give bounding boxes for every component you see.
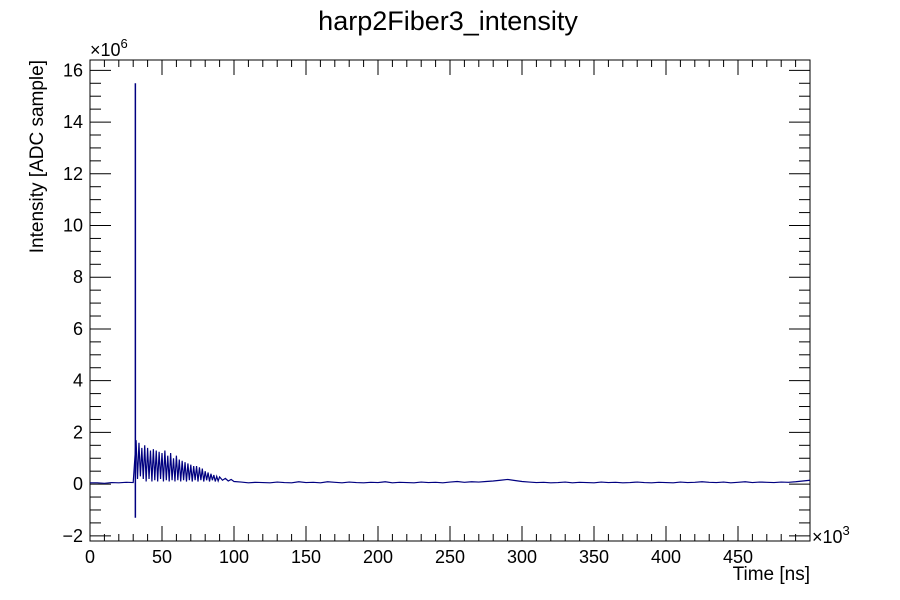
y-tick-label: 16 <box>63 60 83 80</box>
x-tick-label: 300 <box>507 547 537 567</box>
y-multiplier: ×106 <box>90 36 128 60</box>
x-axis-label: Time [ns] <box>733 564 810 585</box>
x-multiplier: ×103 <box>812 523 850 547</box>
y-tick-label: 0 <box>73 474 83 494</box>
x-tick-label: 0 <box>85 547 95 567</box>
y-tick-label: 12 <box>63 164 83 184</box>
y-tick-label: 6 <box>73 319 83 339</box>
x-tick-label: 150 <box>291 547 321 567</box>
y-tick-label: 2 <box>73 422 83 442</box>
x-tick-label: 350 <box>579 547 609 567</box>
x-axis: 0 50 100 150 200 250 300 350 400 450 <box>85 60 810 567</box>
y-axis-label: Intensity [ADC sample] <box>27 60 48 253</box>
x-tick-label: 400 <box>651 547 681 567</box>
x-tick-label: 50 <box>152 547 172 567</box>
x-tick-label: 250 <box>435 547 465 567</box>
x-tick-label: 100 <box>219 547 249 567</box>
x-multiplier-base: ×10 <box>812 527 843 547</box>
y-tick-label: −2 <box>62 526 83 546</box>
y-multiplier-base: ×10 <box>90 40 121 60</box>
y-multiplier-exponent: 6 <box>121 36 128 51</box>
y-tick-label: 4 <box>73 371 83 391</box>
x-multiplier-exponent: 3 <box>843 523 850 538</box>
svg-text:×106: ×106 <box>90 36 128 60</box>
x-tick-label: 200 <box>363 547 393 567</box>
series-line <box>90 440 810 483</box>
chart-title: harp2Fiber3_intensity <box>318 6 578 36</box>
plot-frame <box>90 60 810 541</box>
svg-text:×103: ×103 <box>812 523 850 547</box>
series-layer <box>90 83 810 517</box>
y-tick-label: 8 <box>73 267 83 287</box>
plot-area <box>90 60 810 541</box>
y-tick-label: 14 <box>63 112 83 132</box>
y-tick-label: 10 <box>63 216 83 236</box>
